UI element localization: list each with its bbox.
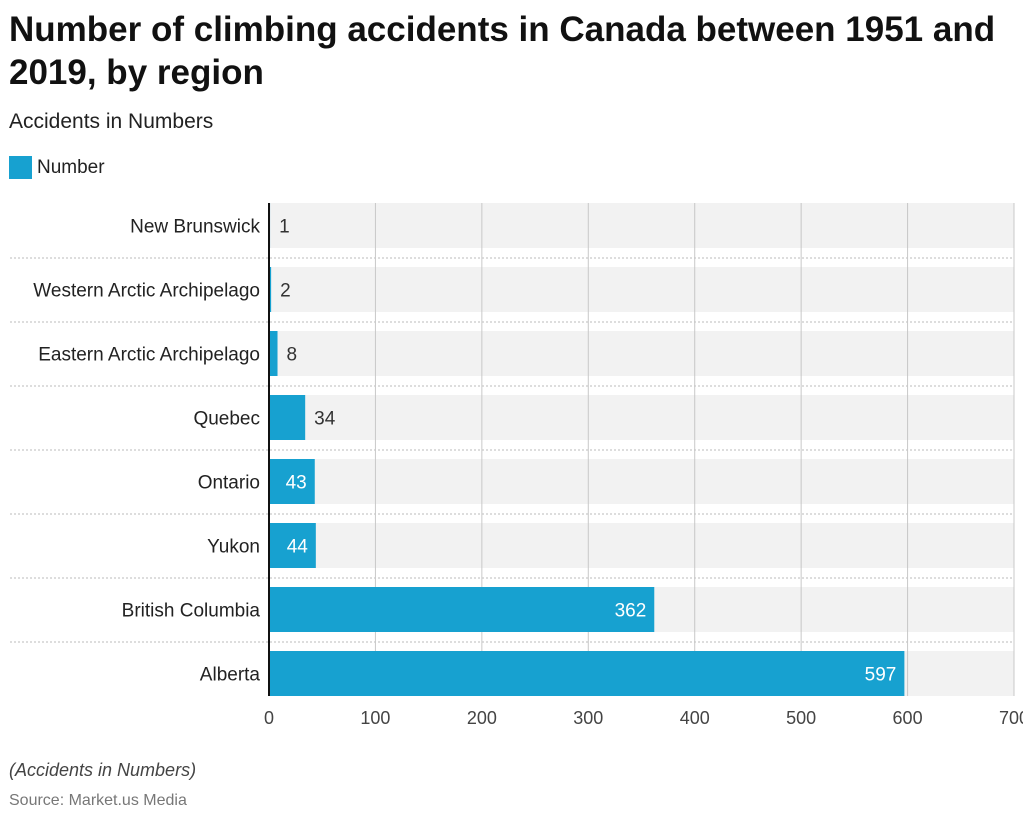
data-label: 34 — [314, 409, 336, 430]
data-label: 597 — [865, 665, 897, 686]
row-band — [269, 459, 1014, 504]
category-label: Yukon — [207, 537, 260, 558]
x-tick-label: 700 — [999, 708, 1023, 728]
bar — [269, 651, 905, 696]
bar — [269, 523, 316, 568]
category-label: Eastern Arctic Archipelago — [38, 345, 260, 366]
chart-subtitle: Accidents in Numbers — [9, 110, 214, 133]
x-tick-label: 0 — [264, 708, 274, 728]
row-band — [269, 267, 1014, 312]
row-band — [269, 203, 1014, 248]
bar — [269, 267, 272, 312]
category-label: Western Arctic Archipelago — [33, 281, 260, 302]
bar — [269, 395, 306, 440]
category-label: Alberta — [200, 665, 261, 686]
bar — [269, 331, 278, 376]
chart-title: Number of climbing accidents in Canada b… — [9, 10, 996, 92]
row-band — [269, 523, 1014, 568]
x-tick-label: 500 — [786, 708, 816, 728]
x-tick-label: 300 — [573, 708, 603, 728]
data-label: 2 — [280, 281, 291, 302]
bar — [269, 459, 315, 504]
x-tick-label: 600 — [893, 708, 923, 728]
data-label: 1 — [279, 217, 290, 238]
data-label: 44 — [287, 537, 309, 558]
data-label: 8 — [287, 345, 298, 366]
category-label: Ontario — [198, 473, 260, 494]
bar — [269, 587, 655, 632]
x-tick-label: 400 — [680, 708, 710, 728]
category-label: New Brunswick — [130, 217, 260, 238]
row-band — [269, 395, 1014, 440]
category-label: British Columbia — [122, 601, 261, 622]
legend: Number — [9, 156, 105, 179]
data-label: 362 — [615, 601, 647, 622]
x-tick-label: 100 — [360, 708, 390, 728]
legend-label: Number — [37, 156, 105, 178]
source: Source: Market.us Media — [9, 792, 187, 809]
legend-swatch — [9, 156, 32, 179]
data-label: 43 — [286, 473, 307, 494]
footnote: (Accidents in Numbers) — [9, 760, 197, 780]
x-tick-label: 200 — [467, 708, 497, 728]
category-label: Quebec — [193, 409, 260, 430]
row-band — [269, 331, 1014, 376]
